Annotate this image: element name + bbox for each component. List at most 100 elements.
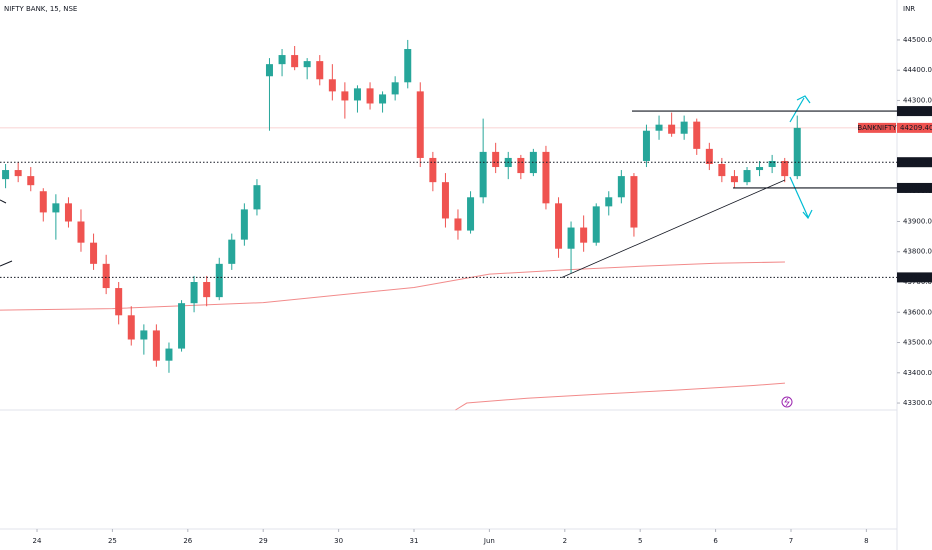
- x-tick-label: 26: [183, 537, 192, 545]
- candle-body: [140, 330, 148, 340]
- candle-body: [680, 121, 688, 134]
- candle-body: [165, 348, 173, 361]
- price-level-tag: [897, 106, 932, 117]
- arrow-up: [789, 97, 805, 123]
- candle-body: [203, 282, 211, 298]
- x-tick-label: 24: [33, 537, 42, 545]
- y-tick-label: 43800.00: [903, 248, 932, 256]
- candle-body: [77, 221, 85, 243]
- candle-body: [567, 227, 575, 249]
- drawing-fragment: [0, 260, 13, 267]
- candle-body: [316, 61, 324, 80]
- candle-body: [630, 176, 638, 228]
- candle-body: [228, 239, 236, 264]
- candle-body: [178, 303, 186, 349]
- x-tick-label: 6: [713, 537, 718, 545]
- candle-body: [341, 91, 349, 101]
- candle-body: [768, 160, 776, 168]
- candle-body: [718, 164, 726, 177]
- candle-body: [190, 282, 198, 304]
- candle-body: [253, 185, 261, 210]
- candle-body: [517, 157, 525, 174]
- candle-body: [781, 160, 789, 177]
- candle-body: [90, 242, 98, 264]
- y-tick-label: 44300.00: [903, 96, 932, 104]
- candle-body: [592, 206, 600, 243]
- candle-body: [479, 151, 487, 198]
- price-level-label: 44010.85: [900, 184, 932, 192]
- candle-body: [303, 61, 311, 68]
- price-level-label: 44095.95: [900, 158, 932, 166]
- arrow-down-head: [802, 209, 813, 220]
- candle-body: [215, 263, 223, 298]
- projection-arrows: [789, 95, 813, 220]
- price-level-label: 44264.90: [900, 107, 932, 115]
- y-tick-label: 43900.00: [903, 217, 932, 225]
- candle-body: [102, 263, 110, 289]
- candle-body: [391, 82, 399, 95]
- y-tick-label: 43300.00: [903, 399, 932, 407]
- candle-body: [441, 182, 449, 219]
- candle-body: [743, 170, 751, 183]
- candle-body: [756, 167, 764, 171]
- candle-body: [580, 227, 588, 243]
- candle-body: [52, 203, 60, 213]
- x-tick-label: 25: [108, 537, 117, 545]
- candle-body: [467, 197, 475, 231]
- trendline: [561, 179, 786, 278]
- y-tick-label: 43600.00: [903, 308, 932, 316]
- candle-body: [416, 91, 424, 158]
- candle-body: [379, 94, 387, 104]
- candle-body: [115, 288, 123, 316]
- y-tick-label: 44500.00: [903, 36, 932, 44]
- candle-body: [404, 49, 412, 83]
- candle-body: [39, 191, 47, 213]
- candle-body: [793, 127, 801, 177]
- candle-body: [555, 203, 563, 249]
- moving-average: [0, 261, 785, 311]
- drawing-fragment: [0, 199, 7, 204]
- symbol-tag: [858, 122, 896, 133]
- candle-body: [265, 64, 273, 77]
- candle-body: [454, 218, 462, 231]
- arrow-down: [789, 176, 809, 218]
- candle-body: [605, 197, 613, 207]
- price-level-tag: [897, 272, 932, 283]
- x-tick-label: 5: [638, 537, 642, 545]
- candle-body: [27, 176, 35, 186]
- candle-body: [353, 88, 361, 101]
- candle-body: [291, 55, 299, 68]
- candle-body: [366, 88, 374, 104]
- price-level-label: 43715.25: [900, 273, 932, 281]
- candle-body: [429, 157, 437, 183]
- x-tick-label: 7: [789, 537, 793, 545]
- x-tick-label: 2: [563, 537, 567, 545]
- x-tick-label: 30: [334, 537, 343, 545]
- candle-body: [14, 170, 22, 177]
- symbol-label: BANKNIFTY: [857, 124, 897, 132]
- y-tick-label: 44400.00: [903, 66, 932, 74]
- x-tick-label: Jun: [483, 537, 495, 545]
- x-tick-label: 8: [864, 537, 868, 545]
- price-level-tag: [897, 182, 932, 193]
- candle-body: [542, 151, 550, 204]
- candle-body: [655, 124, 663, 131]
- candle-body: [642, 130, 650, 161]
- candle-body: [64, 203, 72, 222]
- x-tick-label: 29: [259, 537, 268, 545]
- candle-body: [2, 170, 10, 180]
- moving-average: [455, 382, 785, 411]
- currency: INR: [903, 5, 915, 13]
- chart-title: NIFTY BANK, 15, NSE: [4, 5, 77, 13]
- y-tick-label: 43500.00: [903, 339, 932, 347]
- candle-body: [240, 209, 248, 240]
- y-tick-label: 43400.00: [903, 369, 932, 377]
- candle-body: [278, 55, 286, 65]
- candle-body: [730, 176, 738, 183]
- candle-body: [705, 148, 713, 164]
- last-price-label: 44209.40: [900, 124, 932, 132]
- candle-body: [492, 151, 500, 168]
- event-icon[interactable]: [781, 396, 793, 408]
- candle-body: [328, 79, 336, 92]
